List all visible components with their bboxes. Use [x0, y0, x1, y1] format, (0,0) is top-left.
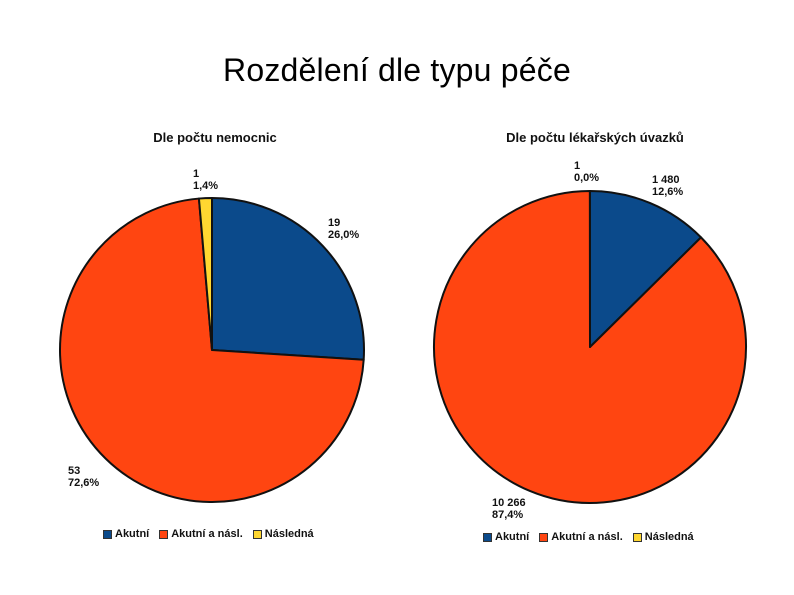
- legend-item-nasledna: Následná: [632, 531, 694, 543]
- slice-percent-label: 87,4%: [492, 509, 523, 521]
- pie-svg: 19 26,0% 53 72,6% 1 1,4%: [59, 168, 365, 503]
- slide-title: Rozdělení dle typu péče: [223, 52, 571, 88]
- slice-value-label: 19: [328, 217, 340, 229]
- legend-swatch: [252, 529, 262, 539]
- pie-svg: 1 480 12,6% 10 266 87,4% 1 0,0%: [433, 160, 747, 521]
- slice-value-label: 53: [68, 465, 80, 477]
- chart-legend: Akutní Akutní a násl. Následná: [103, 528, 314, 540]
- legend-swatch: [159, 529, 169, 539]
- legend-label: Následná: [644, 531, 694, 543]
- slice-value-label: 1: [574, 160, 580, 172]
- legend-item-akutni-nasl: Akutní a násl.: [539, 531, 623, 543]
- slice-data-label: 1 480 12,6%: [652, 174, 683, 198]
- legend-label: Následná: [264, 528, 314, 540]
- slice-percent-label: 12,6%: [652, 186, 683, 198]
- slice-value-label: 1: [193, 168, 199, 180]
- legend-item-akutni: Akutní: [103, 528, 149, 540]
- legend-swatch: [103, 529, 112, 539]
- slice-value-label: 1 480: [652, 174, 680, 186]
- legend-label: Akutní: [115, 528, 150, 540]
- pie-slice-akutní: [589, 190, 702, 348]
- slice-percent-label: 0,0%: [574, 172, 599, 184]
- legend-item-nasledna: Následná: [252, 528, 314, 540]
- slice-percent-label: 1,4%: [193, 180, 218, 192]
- slice-value-label: 10 266: [492, 497, 526, 509]
- chart-title: Dle počtu nemocnic: [153, 130, 277, 145]
- legend-label: Akutní a násl.: [551, 531, 623, 543]
- slice-percent-label: 72,6%: [68, 477, 99, 489]
- pie-slice-akutní: [211, 197, 365, 361]
- slice-data-label: 10 266 87,4%: [492, 497, 526, 521]
- legend-swatch: [632, 532, 642, 542]
- legend-item-akutni: Akutní: [483, 531, 529, 543]
- pie-chart-doctors: Dle počtu lékařských úvazků 1 480 12,6% 10…: [415, 122, 775, 552]
- legend-label: Akutní a násl.: [171, 528, 243, 540]
- pie-slice-následná: [197, 196, 213, 351]
- slice-data-label: 1 1,4%: [193, 168, 218, 192]
- chart-title: Dle počtu lékařských úvazků: [506, 130, 684, 145]
- pie-slice-akutní-a-násl-: [433, 190, 747, 504]
- slice-data-label: 53 72,6%: [68, 465, 99, 489]
- pie-chart-hospitals: Dle počtu nemocnic 19 26,0% 53 72,6% 1 1,4% A…: [35, 122, 395, 552]
- legend-label: Akutní: [495, 531, 530, 543]
- legend-swatch: [483, 532, 492, 542]
- slice-data-label: 19 26,0%: [328, 217, 359, 241]
- legend-swatch: [539, 532, 549, 542]
- slice-data-label: 1 0,0%: [574, 160, 599, 184]
- legend-item-akutni-nasl: Akutní a násl.: [159, 528, 243, 540]
- chart-legend: Akutní Akutní a násl. Následná: [483, 531, 694, 543]
- slice-percent-label: 26,0%: [328, 229, 359, 241]
